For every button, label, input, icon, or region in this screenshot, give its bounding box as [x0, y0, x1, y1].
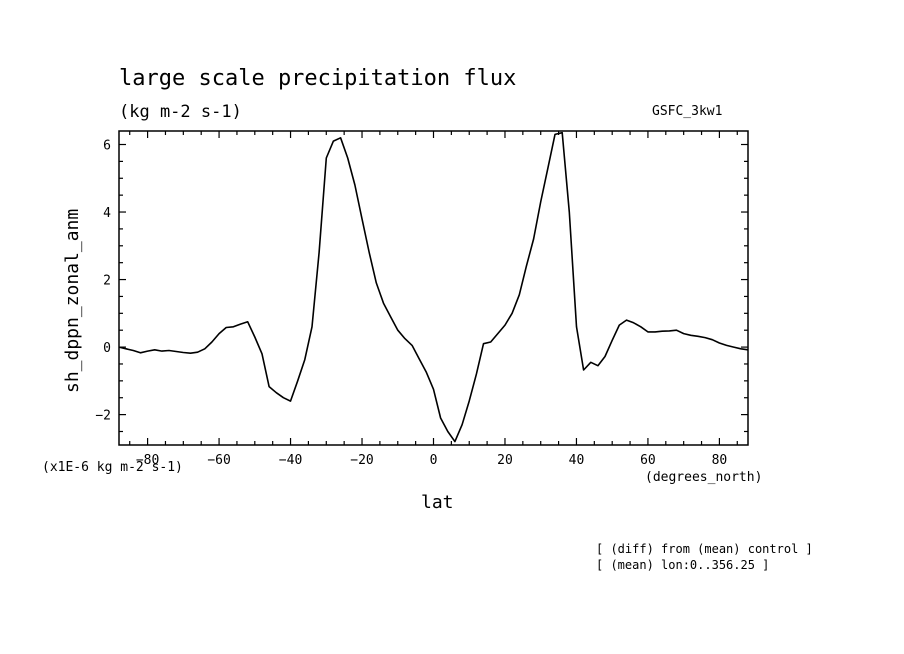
y-tick-label: −2 [95, 409, 111, 424]
y-tick-label: 6 [103, 139, 111, 154]
plot-frame [118, 130, 749, 446]
y-tick-label: 0 [103, 341, 111, 356]
x-axis-units: (degrees_north) [645, 470, 763, 485]
x-tick-label: 20 [497, 453, 513, 468]
y-tick-label: 2 [103, 274, 111, 289]
x-axis-label: lat [421, 492, 454, 513]
chart-title: large scale precipitation flux [119, 66, 517, 91]
y-tick-label: 4 [103, 206, 111, 221]
chart-subtitle: (kg m-2 s-1) [119, 102, 242, 122]
x-tick-label: 0 [430, 453, 438, 468]
x-tick-label: 80 [712, 453, 728, 468]
x-tick-label: −60 [207, 453, 230, 468]
mean-note: [ (mean) lon:0..356.25 ] [596, 558, 770, 572]
x-tick-label: −20 [350, 453, 373, 468]
x-tick-label: −80 [136, 453, 159, 468]
series-line [118, 131, 749, 443]
y-scale-note: (x1E-6 kg m-2 s-1) [42, 460, 183, 475]
x-tick-label: 60 [640, 453, 656, 468]
y-axis-label: sh_dppn_zonal_anm [62, 208, 83, 393]
x-tick-label: 40 [569, 453, 585, 468]
x-tick-label: −40 [279, 453, 302, 468]
run-name: GSFC_3kw1 [652, 104, 723, 119]
diff-note: [ (diff) from (mean) control ] [596, 542, 813, 556]
